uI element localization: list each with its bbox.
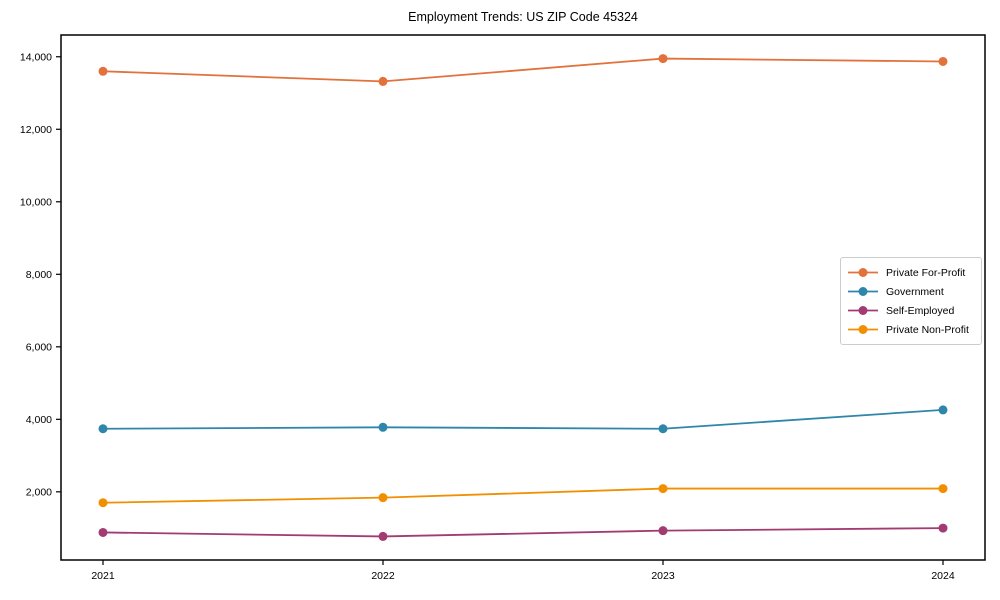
data-point-private-for-profit-2021: [98, 66, 108, 76]
legend-marker-icon: [848, 268, 878, 277]
data-point-private-for-profit-2023: [658, 54, 668, 64]
data-point-government-2023: [658, 424, 668, 434]
legend-dot-icon: [858, 325, 868, 334]
legend-dot-icon: [858, 268, 868, 277]
data-point-private-non-profit-2023: [658, 484, 668, 494]
legend-item-government: Government: [848, 282, 973, 301]
legend-item-self-employed: Self-Employed: [848, 301, 973, 320]
data-point-private-for-profit-2022: [378, 76, 388, 86]
legend-item-private-for-profit: Private For-Profit: [848, 263, 973, 282]
legend-item-private-non-profit: Private Non-Profit: [848, 320, 973, 339]
data-point-self-employed-2023: [658, 526, 668, 536]
legend-dot-icon: [858, 287, 868, 296]
plot-border: [60, 34, 986, 561]
y-tick-label: 4,000: [26, 414, 52, 426]
data-point-private-non-profit-2021: [98, 498, 108, 508]
data-point-private-non-profit-2022: [378, 493, 388, 503]
y-tick-label: 8,000: [26, 269, 52, 281]
x-tick-label: 2024: [931, 570, 955, 582]
series-line-private-non-profit: [102, 487, 943, 504]
y-tick-label: 10,000: [20, 196, 52, 208]
y-tick-label: 6,000: [26, 341, 52, 353]
y-tick-label: 2,000: [26, 486, 52, 498]
x-tick-label: 2023: [651, 570, 675, 582]
x-tick-label: 2021: [91, 570, 115, 582]
series-line-government: [102, 408, 944, 430]
legend-label-private-for-profit: Private For-Profit: [886, 266, 966, 279]
y-tick-label: 12,000: [20, 124, 52, 136]
legend-label-government: Government: [886, 285, 944, 298]
chart-title: Employment Trends: US ZIP Code 45324: [408, 10, 638, 24]
series-line-private-for-profit: [102, 57, 944, 83]
legend-marker-icon: [848, 325, 878, 334]
data-point-self-employed-2024: [938, 523, 948, 533]
data-point-private-for-profit-2024: [938, 56, 948, 66]
data-point-private-non-profit-2024: [938, 484, 948, 494]
legend-label-self-employed: Self-Employed: [886, 304, 955, 317]
x-tick-label: 2022: [371, 570, 395, 582]
data-point-self-employed-2021: [98, 527, 108, 537]
legend-label-private-non-profit: Private Non-Profit: [886, 323, 969, 336]
data-point-government-2024: [938, 405, 948, 415]
series-line-self-employed: [102, 527, 944, 538]
legend-dot-icon: [858, 306, 868, 315]
y-tick-label: 14,000: [20, 51, 52, 63]
legend-marker-icon: [848, 287, 878, 296]
data-point-government-2022: [378, 422, 388, 432]
legend: Private For-Profit Government Self-Employe…: [840, 257, 982, 345]
legend-marker-icon: [848, 306, 878, 315]
data-point-government-2021: [98, 424, 108, 434]
data-point-self-employed-2022: [378, 531, 388, 541]
